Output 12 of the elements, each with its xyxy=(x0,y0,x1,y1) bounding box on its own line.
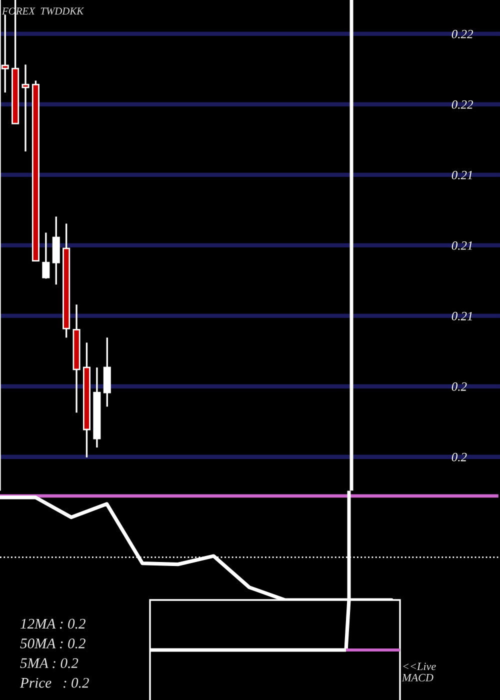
y-tick-label: 0.22 xyxy=(452,100,473,109)
y-tick-label: 0.21 xyxy=(452,170,472,180)
text: 50MA : 0.2 xyxy=(20,638,86,648)
y-tick-label: 0.22 xyxy=(452,30,473,38)
y-tick-label: 0.2 xyxy=(452,452,467,462)
y-tick-label: 0.21 xyxy=(452,312,472,320)
text: 5MA : 0.2 xyxy=(20,658,78,668)
y-tick-label: 0.2 xyxy=(452,382,467,391)
y-tick-label: 0.21 xyxy=(452,241,472,250)
text: 12MA : 0.2 xyxy=(20,618,86,629)
text: Price : 0.2 xyxy=(20,678,89,688)
text: <<Live MACD xyxy=(402,662,436,682)
